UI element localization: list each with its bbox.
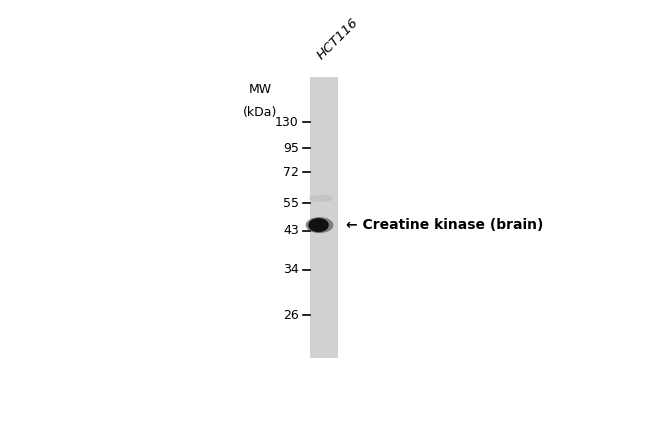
Text: 26: 26 bbox=[283, 309, 299, 322]
Ellipse shape bbox=[309, 195, 333, 202]
Text: HCT116: HCT116 bbox=[315, 16, 361, 62]
Text: ← Creatine kinase (brain): ← Creatine kinase (brain) bbox=[346, 218, 543, 232]
Ellipse shape bbox=[306, 217, 333, 233]
Text: (kDa): (kDa) bbox=[243, 106, 278, 119]
Text: 95: 95 bbox=[283, 142, 299, 154]
Text: MW: MW bbox=[248, 83, 272, 96]
Text: 130: 130 bbox=[275, 116, 299, 129]
Text: 34: 34 bbox=[283, 263, 299, 276]
Bar bbox=[311, 77, 338, 358]
Text: 72: 72 bbox=[283, 166, 299, 179]
Text: 43: 43 bbox=[283, 225, 299, 238]
Ellipse shape bbox=[308, 218, 329, 232]
Text: 55: 55 bbox=[283, 197, 299, 210]
